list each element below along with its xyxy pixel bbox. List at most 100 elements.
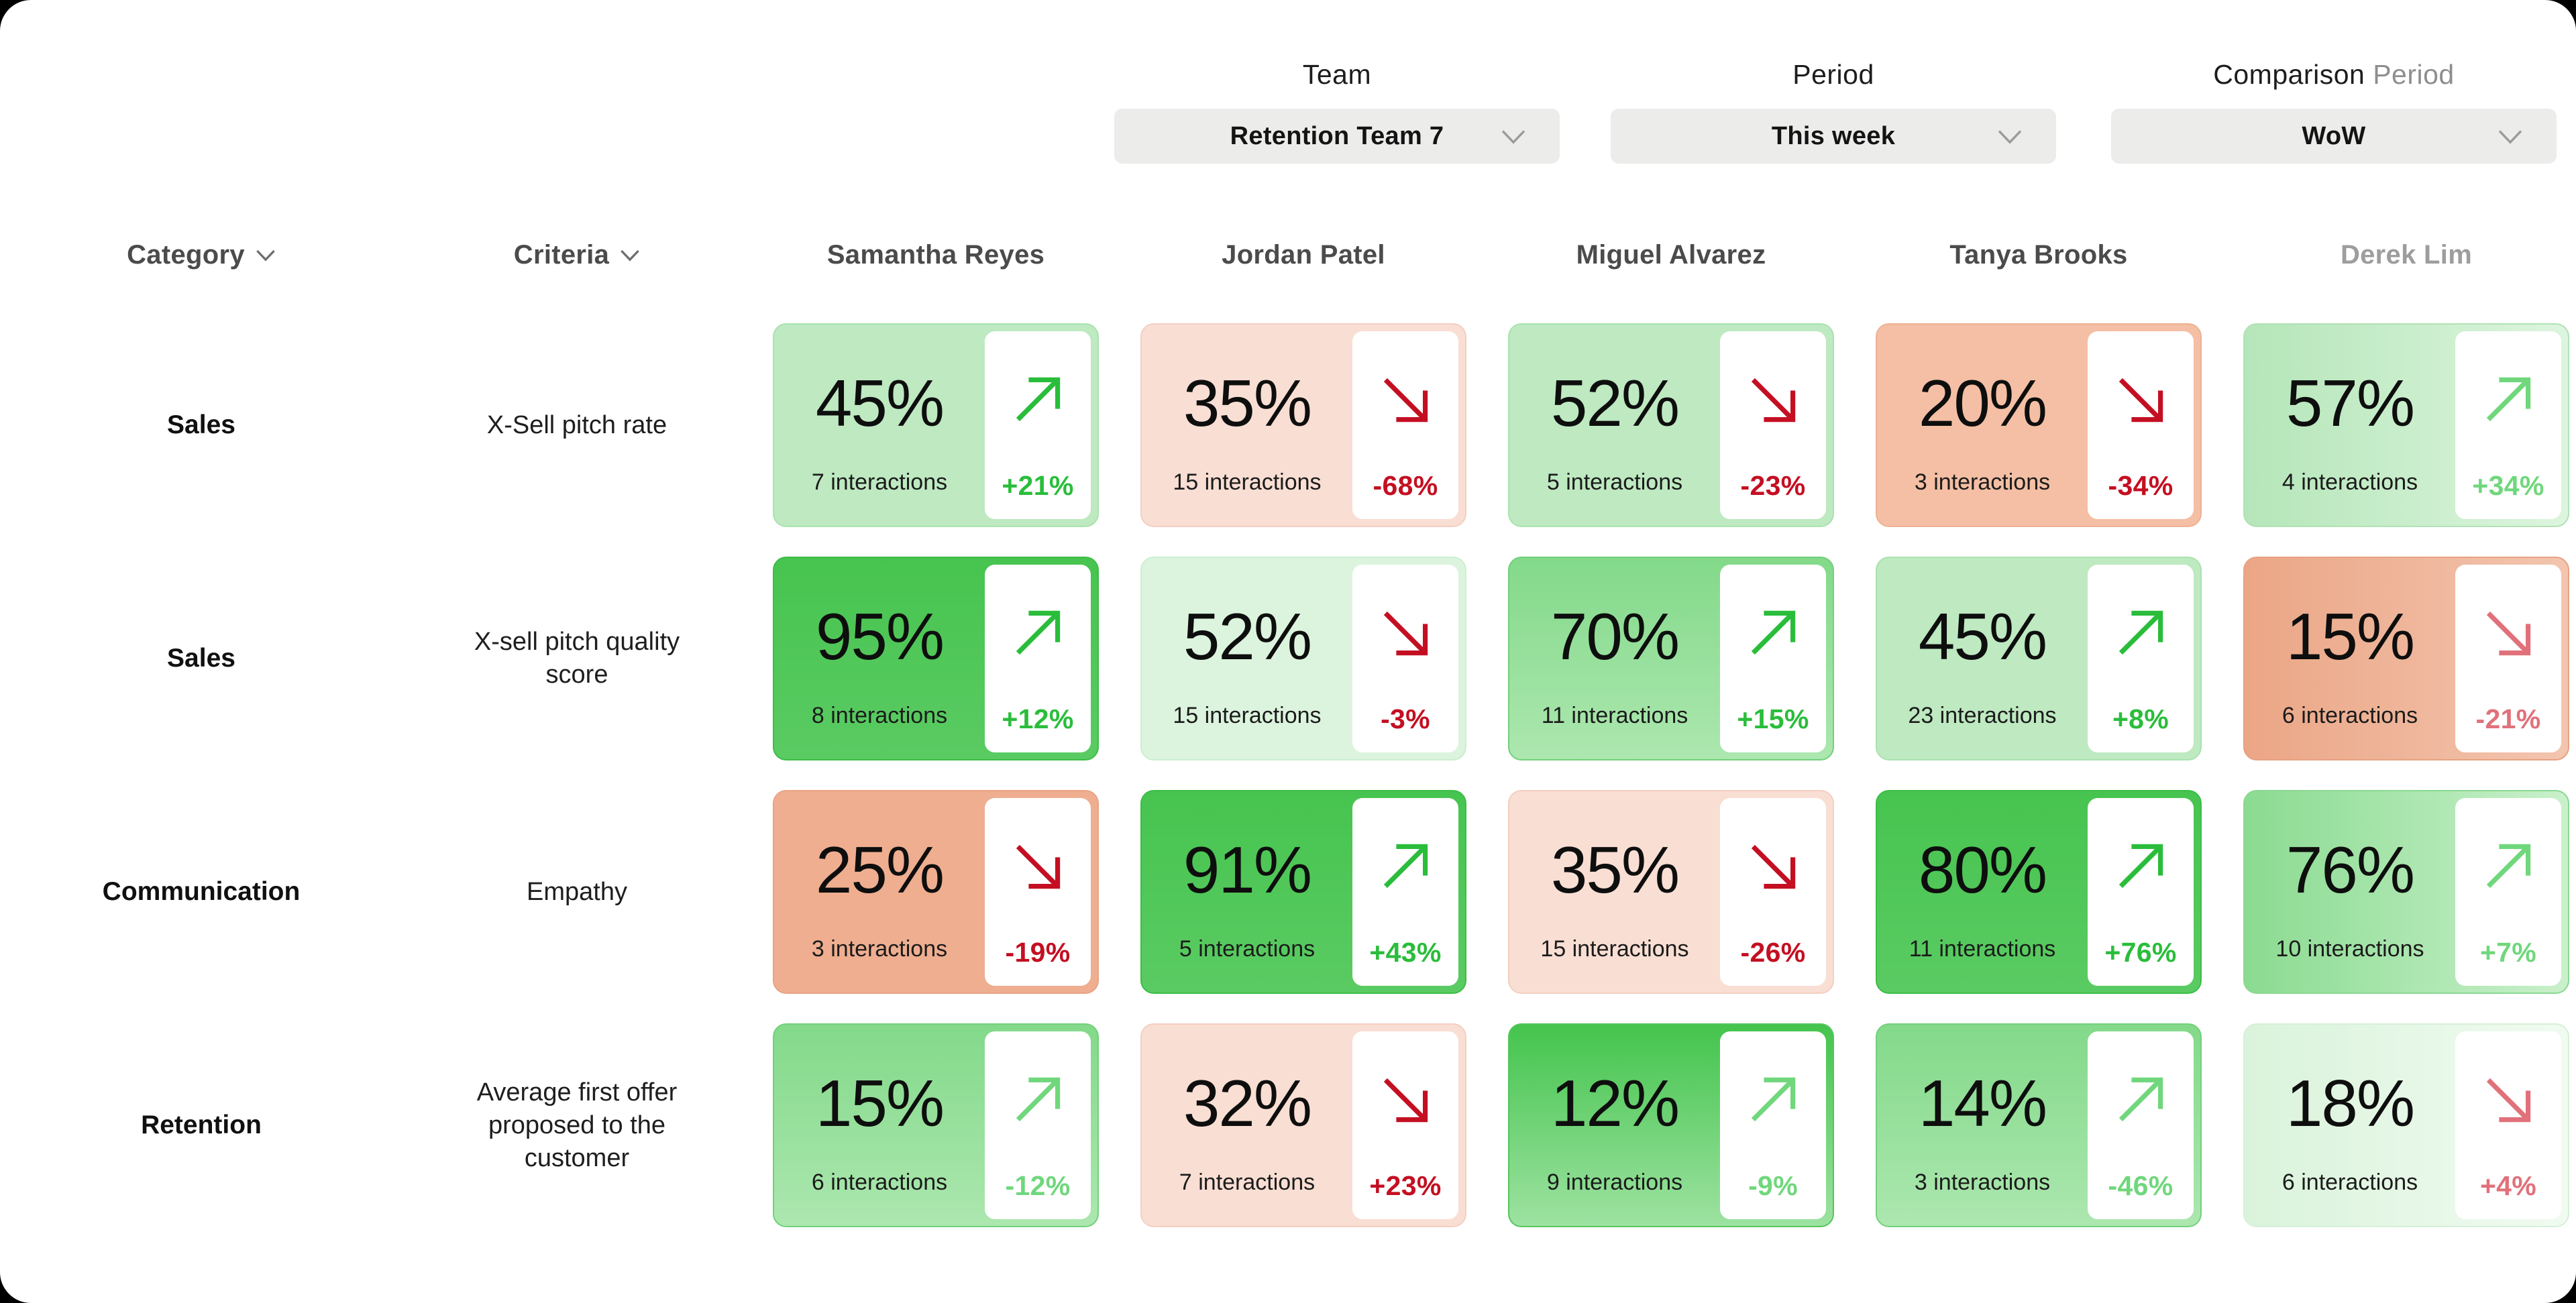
trend-value: +34%	[2472, 470, 2544, 501]
category-cell: Sales	[167, 644, 235, 673]
trend-panel: +23%	[1352, 1031, 1458, 1219]
column-header-person: Miguel Alvarez	[1508, 236, 1834, 274]
trend-panel: -26%	[1720, 798, 1826, 986]
category-cell: Retention	[141, 1111, 262, 1139]
dropdown-selected-value: WoW	[2302, 121, 2366, 150]
metric-value: 25%	[815, 833, 945, 907]
criteria-cell: X-Sell pitch rate	[486, 410, 667, 439]
metric-value: 45%	[1918, 600, 2047, 673]
column-header-person: Derek Lim	[2243, 236, 2569, 274]
person-name: Tanya Brooks	[1949, 239, 2128, 270]
trend-value: -26%	[1740, 937, 1806, 968]
trend-value: -23%	[1740, 470, 1806, 501]
metric-cell[interactable]: 45% 23 interactions +8%	[1876, 557, 2202, 760]
metric-value: 15%	[2286, 600, 2415, 673]
interactions-count: 5 interactions	[1179, 936, 1316, 962]
interactions-count: 9 interactions	[1546, 1170, 1683, 1195]
interactions-count: 8 interactions	[811, 703, 948, 728]
trend-panel: +43%	[1352, 798, 1458, 986]
trend-value: +4%	[2479, 1170, 2537, 1201]
sort-chevron-icon	[256, 249, 275, 262]
criteria-column-header[interactable]: Criteria	[429, 236, 724, 274]
comparison-period-dropdown[interactable]: WoW	[2111, 109, 2557, 164]
metric-cell[interactable]: 15% 6 interactions -12%	[773, 1023, 1099, 1227]
metric-cell[interactable]: 35% 15 interactions -26%	[1508, 790, 1834, 994]
trend-down-icon	[1383, 611, 1428, 656]
metric-value: 32%	[1183, 1066, 1312, 1140]
metric-value: 12%	[1550, 1066, 1680, 1140]
metric-cell[interactable]: 70% 11 interactions +15%	[1508, 557, 1834, 760]
trend-value: +23%	[1369, 1170, 1442, 1201]
metric-value: 35%	[1183, 366, 1312, 440]
interactions-count: 11 interactions	[1541, 703, 1688, 728]
trend-panel: -3%	[1352, 565, 1458, 752]
metric-cell[interactable]: 52% 15 interactions -3%	[1140, 557, 1466, 760]
criteria-cell: X-sell pitch quality score	[474, 628, 680, 689]
metric-cell[interactable]: 76% 10 interactions +7%	[2243, 790, 2569, 994]
metric-value: 91%	[1183, 833, 1312, 907]
metric-cell[interactable]: 91% 5 interactions +43%	[1140, 790, 1466, 994]
chevron-down-icon	[2498, 130, 2522, 144]
dropdown-selected-value: Retention Team 7	[1230, 121, 1444, 150]
metric-cell[interactable]: 35% 15 interactions -68%	[1140, 323, 1466, 527]
trend-down-icon	[2486, 611, 2531, 656]
trend-value: +43%	[1369, 937, 1442, 968]
metric-cell[interactable]: 25% 3 interactions -19%	[773, 790, 1099, 994]
trend-value: -21%	[2475, 703, 2541, 734]
trend-up-icon	[2118, 1077, 2163, 1122]
interactions-count: 15 interactions	[1173, 469, 1322, 495]
person-name: Derek Lim	[2340, 239, 2473, 270]
metric-value: 80%	[1918, 833, 2047, 907]
interactions-count: 6 interactions	[2282, 703, 2418, 728]
period-dropdown[interactable]: This week	[1611, 109, 2056, 164]
trend-up-icon	[2118, 610, 2163, 655]
trend-down-icon	[1016, 844, 1061, 889]
trend-panel: -34%	[2088, 331, 2194, 519]
interactions-count: 7 interactions	[1179, 1170, 1316, 1195]
metric-value: 70%	[1550, 600, 1680, 673]
trend-down-icon	[2486, 1078, 2531, 1123]
trend-value: +15%	[1737, 703, 1809, 734]
trend-panel: -23%	[1720, 331, 1826, 519]
metric-cell[interactable]: 18% 6 interactions +4%	[2243, 1023, 2569, 1227]
trend-panel: -21%	[2455, 565, 2561, 752]
metric-cell[interactable]: 15% 6 interactions -21%	[2243, 557, 2569, 760]
category-header-label: Category	[127, 239, 245, 270]
column-header-person: Samantha Reyes	[773, 236, 1099, 274]
person-name: Jordan Patel	[1222, 239, 1385, 270]
metric-cell[interactable]: 12% 9 interactions -9%	[1508, 1023, 1834, 1227]
metric-value: 95%	[815, 600, 945, 673]
trend-up-icon	[1016, 377, 1061, 422]
trend-panel: -19%	[985, 798, 1091, 986]
trend-down-icon	[1383, 378, 1428, 422]
metric-value: 76%	[2286, 833, 2415, 907]
trend-panel: -68%	[1352, 331, 1458, 519]
trend-up-icon	[1751, 1077, 1796, 1122]
metric-cell[interactable]: 57% 4 interactions +34%	[2243, 323, 2569, 527]
metric-cell[interactable]: 20% 3 interactions -34%	[1876, 323, 2202, 527]
metric-cell[interactable]: 14% 3 interactions -46%	[1876, 1023, 2202, 1227]
trend-value: -12%	[1005, 1170, 1071, 1201]
metric-cell[interactable]: 95% 8 interactions +12%	[773, 557, 1099, 760]
trend-value: +21%	[1002, 470, 1074, 501]
trend-panel: +8%	[2088, 565, 2194, 752]
trend-panel: +76%	[2088, 798, 2194, 986]
filter-label-comparison-period: Comparison Period	[2111, 56, 2557, 93]
criteria-header-label: Criteria	[513, 239, 610, 270]
category-column-header[interactable]: Category	[54, 236, 349, 274]
metric-value: 35%	[1550, 833, 1680, 907]
dropdown-selected-value: This week	[1771, 121, 1896, 150]
trend-value: -46%	[2108, 1170, 2174, 1201]
column-header-person: Jordan Patel	[1140, 236, 1466, 274]
metric-cell[interactable]: 80% 11 interactions +76%	[1876, 790, 2202, 994]
metric-value: 18%	[2286, 1066, 2415, 1140]
filter-label-text-muted: Period	[2365, 58, 2455, 90]
trend-panel: -12%	[985, 1031, 1091, 1219]
metric-cell[interactable]: 45% 7 interactions +21%	[773, 323, 1099, 527]
trend-value: +76%	[2104, 937, 2177, 968]
person-name: Samantha Reyes	[826, 239, 1045, 270]
metric-cell[interactable]: 52% 5 interactions -23%	[1508, 323, 1834, 527]
filter-label-period: Period	[1611, 56, 2056, 93]
metric-cell[interactable]: 32% 7 interactions +23%	[1140, 1023, 1466, 1227]
team-dropdown[interactable]: Retention Team 7	[1114, 109, 1560, 164]
